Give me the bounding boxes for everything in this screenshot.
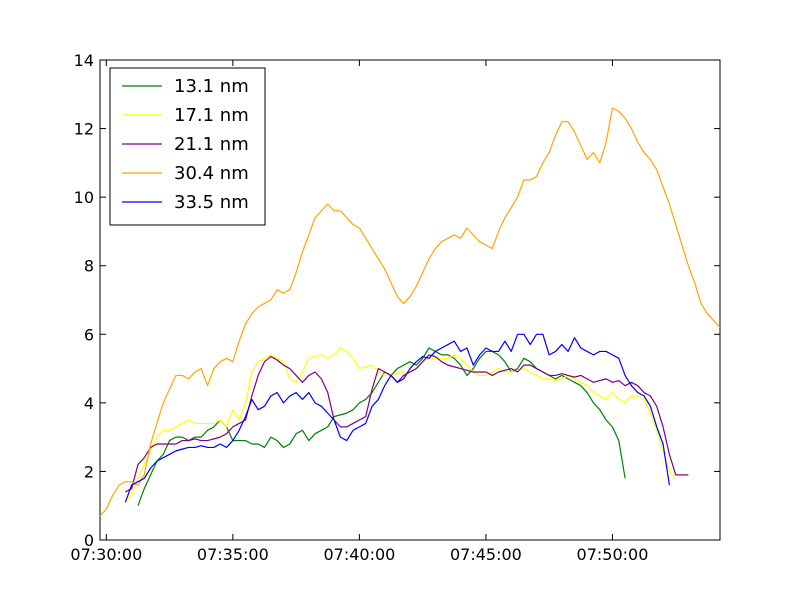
x-axis: 07:30:00 07:35:00 07:40:00 07:45:00 07:50:00: [70, 60, 648, 564]
series-line-21-1-nm: [125, 354, 689, 493]
y-tick-label: 14: [74, 51, 94, 70]
y-tick-label: 8: [84, 257, 94, 276]
series-layer: [99, 107, 721, 517]
x-tick-label: 07:45:00: [450, 545, 522, 564]
y-tick-label: 0: [84, 531, 94, 550]
y-axis: 0 2 4 6 8 10 12 14: [74, 51, 720, 550]
series-line-17-1-nm: [124, 347, 677, 503]
legend-label: 17.1 nm: [174, 105, 249, 126]
legend-label: 30.4 nm: [174, 163, 249, 184]
y-tick-label: 2: [84, 462, 94, 481]
legend-label: 21.1 nm: [174, 134, 249, 155]
y-tick-label: 12: [74, 120, 94, 139]
x-tick-label: 07:50:00: [577, 545, 649, 564]
legend-label: 13.1 nm: [174, 76, 249, 97]
x-tick-label: 07:35:00: [197, 545, 269, 564]
y-tick-label: 10: [74, 188, 94, 207]
y-tick-label: 4: [84, 394, 94, 413]
y-tick-label: 6: [84, 325, 94, 344]
series-line-30-4-nm: [99, 107, 721, 517]
legend-box: [109, 67, 266, 226]
x-tick-label: 07:40:00: [323, 545, 395, 564]
series-line-33-5-nm: [124, 333, 670, 503]
legend-label: 33.5 nm: [174, 192, 249, 213]
legend: 13.1 nm 17.1 nm 21.1 nm 30.4 nm 33.5 nm: [109, 67, 266, 226]
x-tick-label: 07:30:00: [70, 545, 142, 564]
